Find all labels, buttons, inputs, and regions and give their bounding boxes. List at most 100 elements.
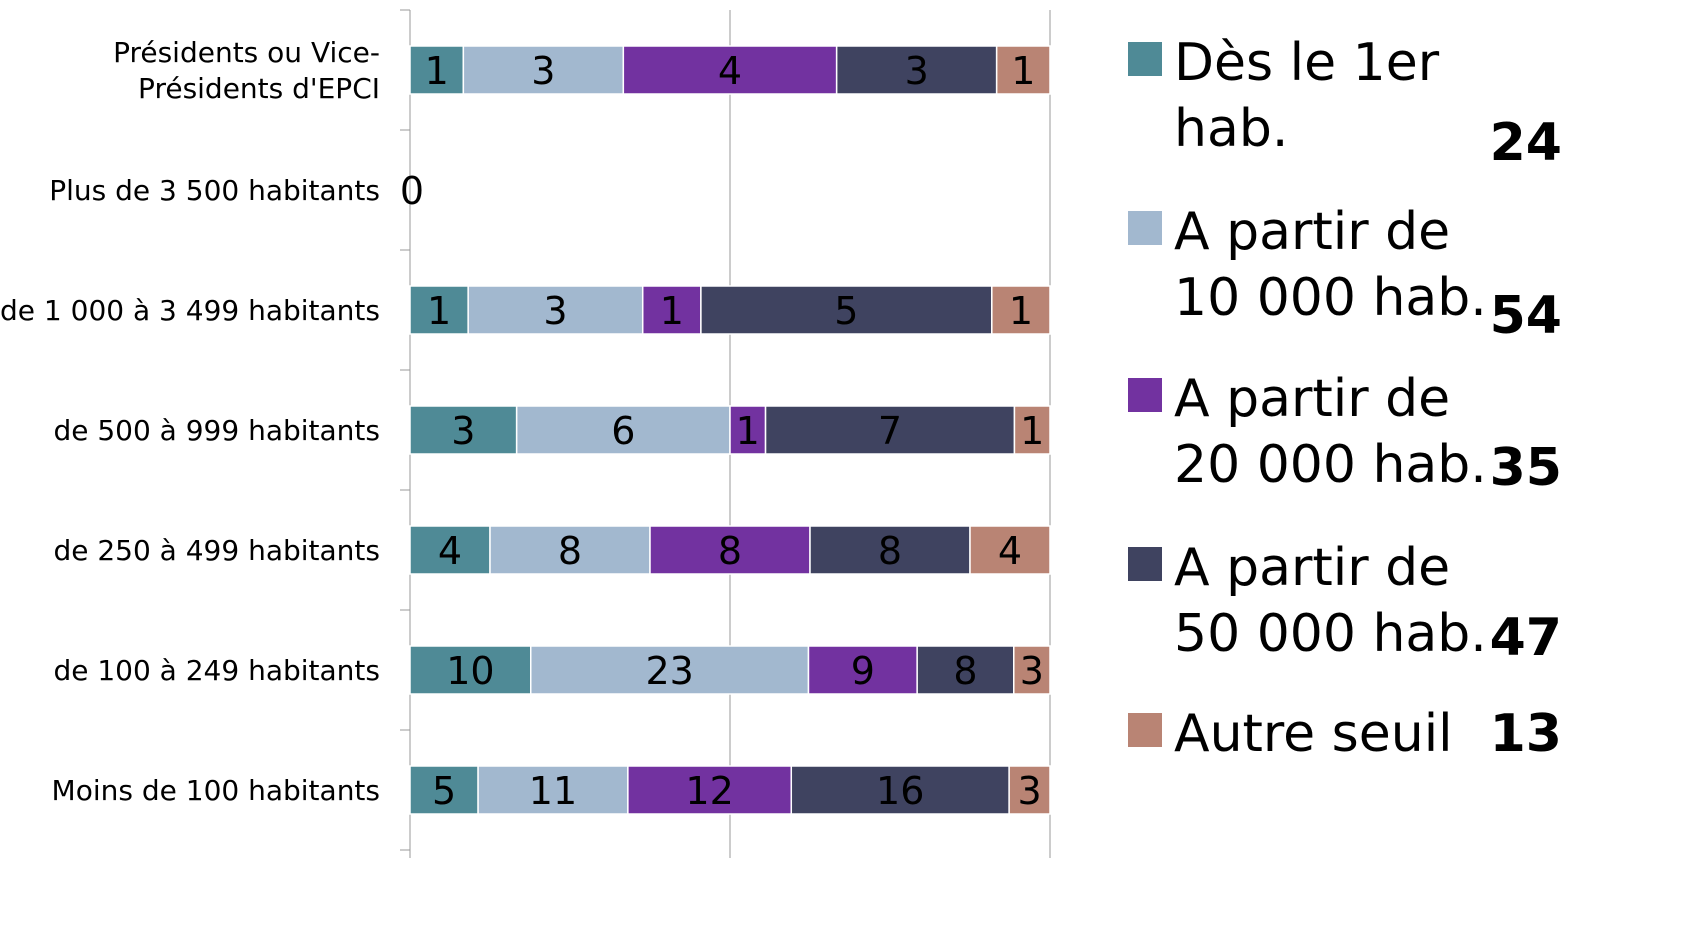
data-label: 23 bbox=[645, 649, 693, 693]
bar-segment bbox=[1013, 405, 1051, 455]
category-label-line: de 250 à 499 habitants bbox=[53, 534, 380, 567]
bar-segment bbox=[409, 285, 469, 335]
data-label: 6 bbox=[611, 409, 635, 453]
category-label-line: Présidents d'EPCI bbox=[138, 72, 380, 105]
legend-label: A partir de 20 000 hab. bbox=[1174, 369, 1487, 495]
data-label: 10 bbox=[446, 649, 494, 693]
bar-segment bbox=[991, 285, 1051, 335]
data-label: 5 bbox=[432, 769, 456, 813]
data-label: 8 bbox=[878, 529, 902, 573]
data-label: 12 bbox=[685, 769, 733, 813]
bar-segment bbox=[409, 45, 465, 95]
data-label: 9 bbox=[851, 649, 875, 693]
data-label: 3 bbox=[1020, 649, 1044, 693]
legend-swatch bbox=[1128, 713, 1162, 747]
legend-total: 47 bbox=[1490, 608, 1562, 668]
bar-segment bbox=[969, 525, 1051, 575]
category-label: de 1 000 à 3 499 habitants bbox=[0, 294, 380, 327]
legend-label-line: Autre seuil bbox=[1174, 704, 1453, 764]
bar-segment bbox=[790, 765, 1010, 815]
bar-segment bbox=[627, 765, 793, 815]
bar-segment bbox=[489, 525, 651, 575]
data-label: 1 bbox=[736, 409, 760, 453]
bar-segment bbox=[807, 645, 918, 695]
data-label: 7 bbox=[878, 409, 902, 453]
category-label: de 250 à 499 habitants bbox=[53, 534, 380, 567]
data-label: 3 bbox=[451, 409, 475, 453]
bar-segment bbox=[649, 525, 811, 575]
legend-total: 35 bbox=[1490, 438, 1562, 498]
bar-segment bbox=[641, 285, 702, 335]
bar-segment bbox=[467, 285, 644, 335]
legend-label-line: hab. bbox=[1174, 99, 1288, 159]
category-label: Plus de 3 500 habitants bbox=[49, 174, 380, 207]
data-label: 1 bbox=[1009, 289, 1033, 333]
legend-label-line: A partir de bbox=[1174, 202, 1450, 262]
data-label: 8 bbox=[953, 649, 977, 693]
legend-label-line: 50 000 hab. bbox=[1174, 604, 1487, 664]
legend-swatch bbox=[1128, 211, 1162, 245]
legend-label: A partir de 50 000 hab. bbox=[1174, 538, 1487, 664]
bar-segment bbox=[1013, 645, 1051, 695]
bar-segments: 1 3 4 3 11 3 1 5 13 6 1 7 14 8 8 8 410 23 9 8 35 11 12 16 3 bbox=[409, 45, 1051, 815]
data-label: 3 bbox=[531, 49, 555, 93]
legend-total: 24 bbox=[1490, 113, 1562, 173]
bar-segment bbox=[515, 405, 731, 455]
bar-segment bbox=[729, 405, 767, 455]
data-label: 8 bbox=[558, 529, 582, 573]
legend: Dès le 1er hab. 24A partir de 10 000 hab. 54… bbox=[1128, 33, 1562, 764]
bar-segment bbox=[409, 525, 491, 575]
data-label: 3 bbox=[543, 289, 567, 333]
category-label: de 100 à 249 habitants bbox=[53, 654, 380, 687]
data-label: 16 bbox=[876, 769, 924, 813]
category-label-line: Présidents ou Vice- bbox=[113, 36, 380, 69]
data-label: 0 bbox=[400, 169, 424, 213]
data-label: 1 bbox=[1020, 409, 1044, 453]
legend-label-line: 20 000 hab. bbox=[1174, 435, 1487, 495]
legend-label: A partir de 10 000 hab. bbox=[1174, 202, 1487, 328]
legend-swatch bbox=[1128, 378, 1162, 412]
data-label: 1 bbox=[425, 49, 449, 93]
category-label-line: de 500 à 999 habitants bbox=[53, 414, 380, 447]
legend-label: Dès le 1er hab. bbox=[1174, 33, 1440, 159]
bar-segment bbox=[700, 285, 993, 335]
bar-segment bbox=[530, 645, 810, 695]
legend-swatch bbox=[1128, 547, 1162, 581]
bar-segment bbox=[409, 405, 518, 455]
bar-segment bbox=[622, 45, 838, 95]
data-label: 8 bbox=[718, 529, 742, 573]
category-label-line: Plus de 3 500 habitants bbox=[49, 174, 380, 207]
category-label-line: de 100 à 249 habitants bbox=[53, 654, 380, 687]
category-axis bbox=[400, 9, 410, 851]
legend-total: 54 bbox=[1490, 286, 1562, 346]
data-label: 1 bbox=[1011, 49, 1035, 93]
bar-segment bbox=[916, 645, 1015, 695]
bar-segment bbox=[809, 525, 971, 575]
data-label: 1 bbox=[660, 289, 684, 333]
legend-total: 13 bbox=[1490, 704, 1562, 764]
data-label: 4 bbox=[718, 49, 742, 93]
data-label: 3 bbox=[1017, 769, 1041, 813]
legend-label-line: Dès le 1er bbox=[1174, 33, 1440, 93]
legend-swatch bbox=[1128, 42, 1162, 76]
category-label: Moins de 100 habitants bbox=[52, 774, 380, 807]
legend-label-line: A partir de bbox=[1174, 369, 1450, 429]
data-label: 5 bbox=[834, 289, 858, 333]
category-label: de 500 à 999 habitants bbox=[53, 414, 380, 447]
legend-label-line: 10 000 hab. bbox=[1174, 268, 1487, 328]
category-labels: Présidents ou Vice-Présidents d'EPCI Plus… bbox=[0, 36, 424, 807]
bar-segment bbox=[1008, 765, 1051, 815]
legend-label: Autre seuil bbox=[1174, 704, 1453, 764]
data-label: 4 bbox=[438, 529, 462, 573]
bar-segment bbox=[995, 45, 1051, 95]
data-label: 4 bbox=[998, 529, 1022, 573]
bar-segment bbox=[409, 645, 532, 695]
bar-segment bbox=[764, 405, 1016, 455]
data-label: 3 bbox=[905, 49, 929, 93]
category-label-line: de 1 000 à 3 499 habitants bbox=[0, 294, 380, 327]
category-label: Présidents ou Vice-Présidents d'EPCI bbox=[113, 36, 380, 105]
data-label: 1 bbox=[427, 289, 451, 333]
category-label-line: Moins de 100 habitants bbox=[52, 774, 380, 807]
